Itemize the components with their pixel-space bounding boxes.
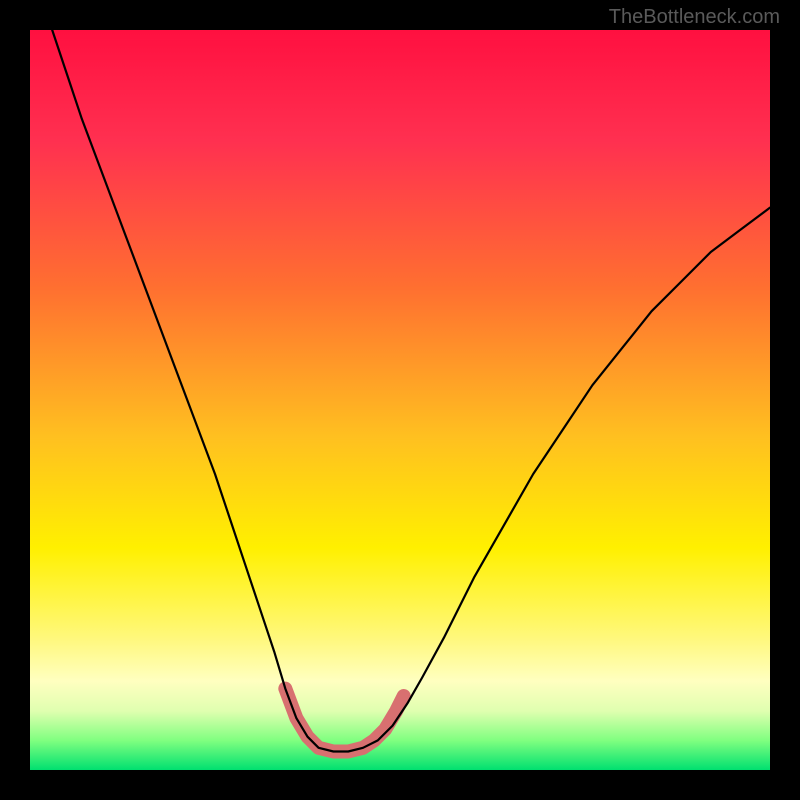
gradient-background bbox=[30, 30, 770, 770]
bottleneck-chart bbox=[30, 30, 770, 770]
chart-svg bbox=[30, 30, 770, 770]
watermark-text: TheBottleneck.com bbox=[609, 6, 780, 29]
